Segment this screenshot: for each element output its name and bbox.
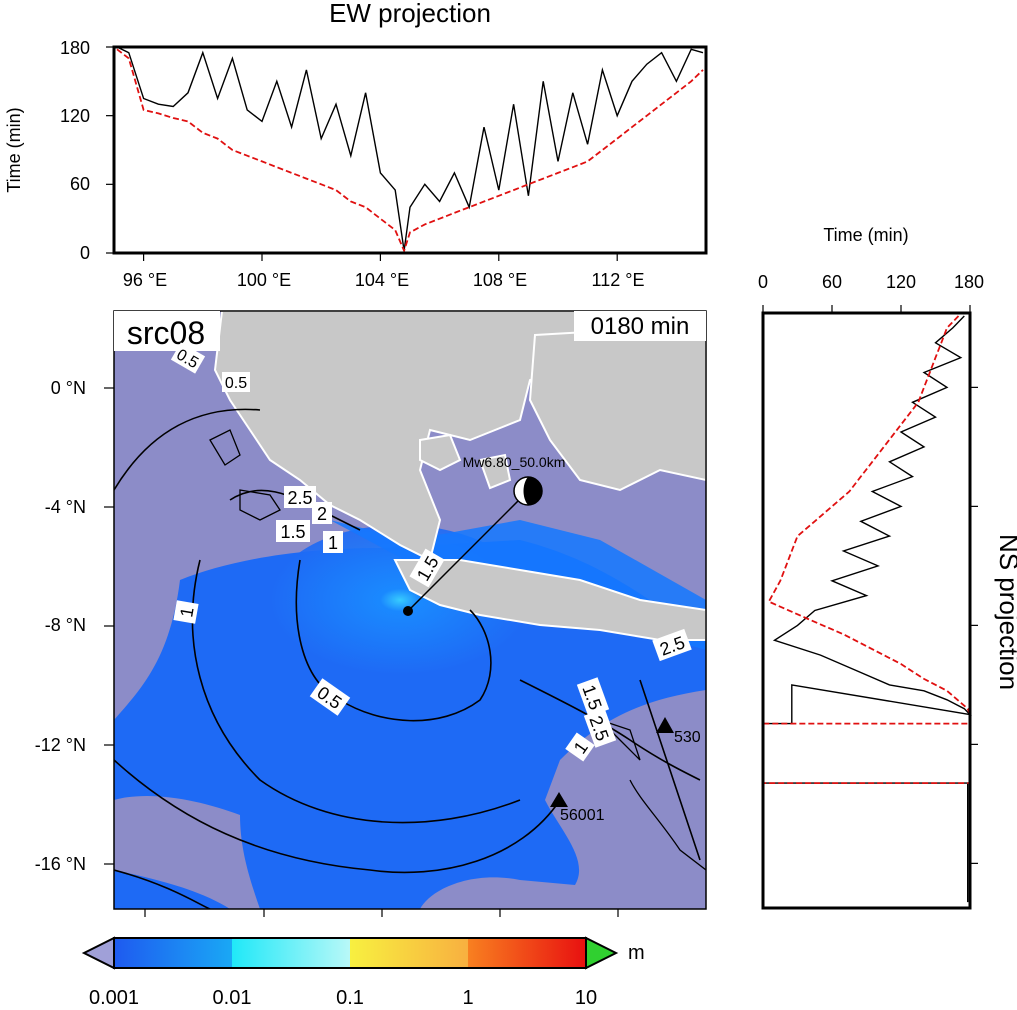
ew-x-ticks: 96 °E 100 °E 104 °E 108 °E 112 °E [123,270,645,290]
ew-x-tick: 96 °E [123,270,167,290]
ew-panel-title: EW projection [329,0,491,28]
colorbar-tick: 10 [575,987,597,1009]
ns-panel: Time (min) 0 60 120 180 NS projection [758,225,1017,910]
ew-x-tick: 108 °E [473,270,527,290]
ew-plot-area [106,46,704,261]
map-tick-marks [104,387,619,917]
ns-frame [761,311,972,910]
colorbar-above-triangle [585,936,619,970]
ew-y-tick: 0 [80,243,90,263]
contour-label: 1 [176,606,197,619]
ew-frame [112,45,708,255]
map-y-ticks: 0 °N -4 °N -8 °N -12 °N -16 °N [35,378,86,874]
event-label: Mw6.80_50.0km [463,454,566,470]
colorbar-tick: 1 [462,987,473,1009]
focal-mechanism-beachball[interactable] [513,476,543,506]
colorbar: m 0.001 0.01 0.1 1 10 [81,936,645,1009]
ew-x-tick: 100 °E [237,270,291,290]
ns-x-ticks: 0 60 120 180 [758,272,984,292]
colorbar-below-triangle [81,936,115,970]
contour-lines [114,408,701,909]
map-frame [113,310,707,910]
island-belitung [478,453,512,490]
ns-panel-title: NS projection [994,534,1017,690]
ew-x-tick: 104 °E [355,270,409,290]
time-label: 0180 min [591,313,690,340]
ns-x-axis-label: Time (min) [823,225,908,245]
contour-label: 2.5 [287,488,312,508]
ns-arrival-time-series-line [762,315,971,903]
colorbar-segment [468,938,586,968]
station-triangle-icon [550,792,568,807]
epicenter-leader-line [407,490,529,612]
wave-field [114,540,706,909]
colorbar-segment [114,938,232,968]
time-label-box [574,311,706,341]
colorbar-unit: m [628,942,645,964]
ew-y-ticks: 0 60 120 180 [60,38,90,263]
ew-max-time-series-line [116,46,704,251]
map-y-tick: -12 °N [35,735,86,755]
station-label: 530 [674,729,701,746]
ew-x-tick: 112 °E [592,270,645,290]
ns-max-time-series-line [762,315,972,903]
colorbar-segment [350,938,468,968]
ew-y-tick: 60 [70,174,90,194]
source-label: src08 [127,315,205,351]
ns-x-tick: 0 [758,272,768,292]
island-bangka [419,433,462,472]
ew-arrival-time-series-line [116,48,704,254]
ew-y-axis-label: Time (min) [4,107,24,192]
colorbar-ticks: 0.001 0.01 0.1 1 10 [89,987,597,1009]
source-label-box [114,311,220,351]
ns-x-tick: 60 [822,272,842,292]
ew-y-tick: 120 [60,106,90,126]
ew-panel: EW projection Time (min) 0 60 120 180 96… [4,0,708,290]
epicenter-marker[interactable] [403,606,413,616]
map-y-tick: -4 °N [45,497,86,517]
ew-y-tick: 180 [60,38,90,58]
borneo-land [528,323,706,492]
map-y-tick: -8 °N [45,615,86,635]
station-label: 56001 [560,807,605,824]
contour-label: 2 [317,504,327,524]
map-y-tick: -16 °N [35,854,86,874]
contour-label-group: 0.5 0.5 2.5 2 1.5 1 1.5 1 0.5 1.5 2.5 1 … [170,342,692,762]
map-panel: src08 0180 min 0.5 0.5 2.5 2 1.5 1 1.5 1… [35,310,707,917]
ns-x-tick: 180 [954,272,984,292]
contour-label: 1.5 [280,522,305,542]
colorbar-tick: 0.1 [336,987,364,1009]
contour-label: 0.5 [225,375,247,392]
ns-x-tick: 120 [886,272,916,292]
station-530[interactable]: 530 [656,717,701,746]
colorbar-segment [232,938,350,968]
colorbar-tick: 0.01 [213,987,252,1009]
ns-plot-area [762,305,978,903]
station-triangle-icon [656,717,674,733]
colorbar-tick: 0.001 [89,987,139,1009]
map-y-tick: 0 °N [51,378,86,398]
station-56001[interactable]: 56001 [550,792,605,824]
contour-label: 1 [328,533,338,553]
